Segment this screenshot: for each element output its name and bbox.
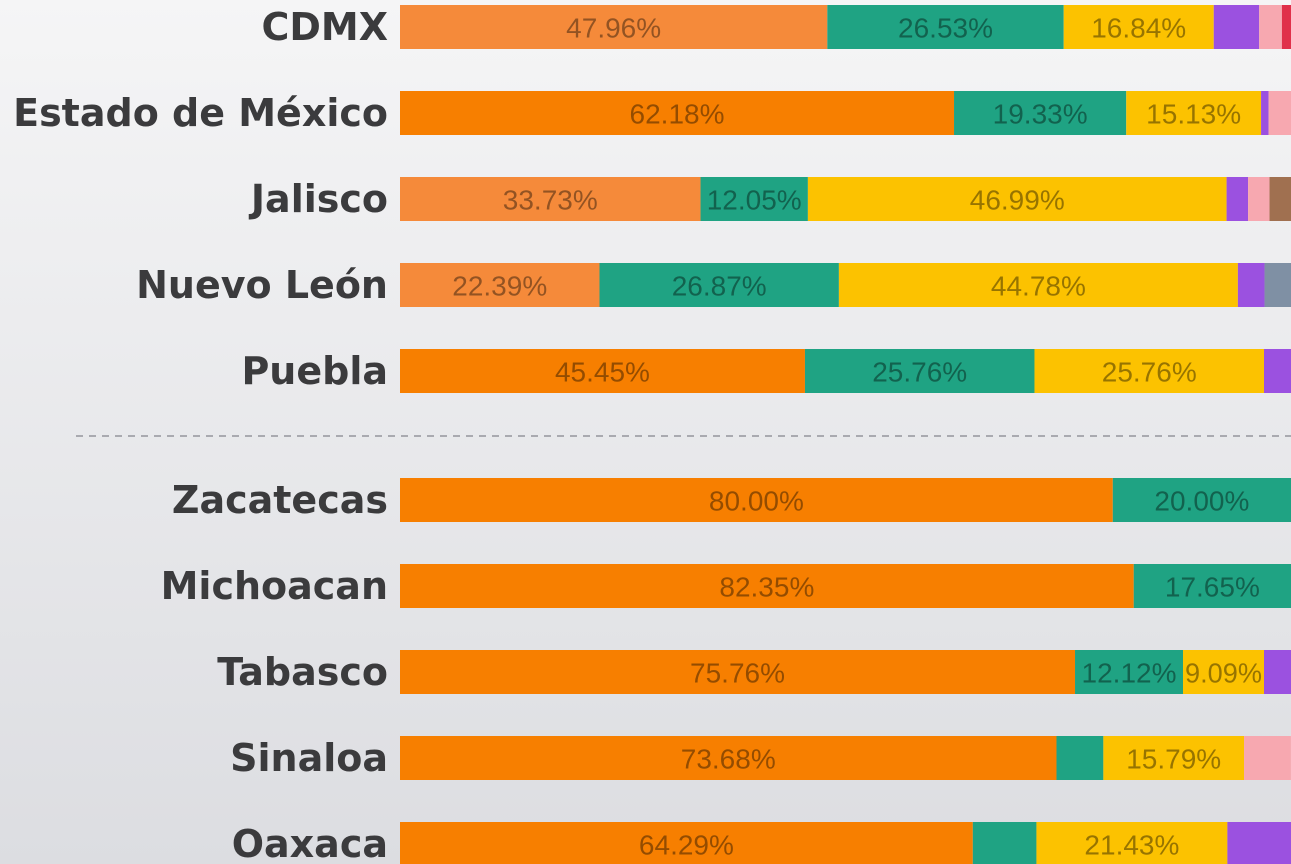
category-label: Oaxaca xyxy=(232,822,388,864)
value-label: 20.00% xyxy=(1154,486,1249,517)
bar-segment xyxy=(599,263,839,307)
bar-segment xyxy=(400,349,805,393)
bar-segment xyxy=(1183,650,1265,694)
bar-segment xyxy=(1112,478,1291,522)
value-label: 62.18% xyxy=(630,99,725,130)
category-label: Sinaloa xyxy=(230,736,388,780)
value-label: 73.68% xyxy=(681,744,776,775)
category-label: Michoacan xyxy=(161,564,388,608)
category-label: CDMX xyxy=(261,5,388,49)
value-label: 64.29% xyxy=(639,830,734,861)
bar-segment xyxy=(1268,91,1291,135)
value-label: 22.39% xyxy=(452,271,547,302)
category-label: Zacatecas xyxy=(172,478,388,522)
value-label: 47.96% xyxy=(566,13,661,44)
value-label: 82.35% xyxy=(719,572,814,603)
category-label: Estado de México xyxy=(13,91,388,135)
bar-segment xyxy=(1126,91,1262,135)
bar-segment xyxy=(1264,263,1291,307)
category-label: Nuevo León xyxy=(136,263,388,307)
value-label: 44.78% xyxy=(991,271,1086,302)
value-label: 45.45% xyxy=(555,357,650,388)
bar-segment xyxy=(400,263,600,307)
value-label: 12.12% xyxy=(1082,658,1177,689)
bar-segment xyxy=(400,650,1076,694)
value-label: 16.84% xyxy=(1091,13,1186,44)
bar-segment xyxy=(400,177,701,221)
value-label: 9.09% xyxy=(1185,658,1262,689)
bar-segment xyxy=(838,263,1238,307)
value-label: 46.99% xyxy=(970,185,1065,216)
bar-segment xyxy=(1056,736,1104,780)
bar-segment xyxy=(400,736,1057,780)
bar-segment xyxy=(400,478,1113,522)
value-label: 15.13% xyxy=(1146,99,1241,130)
bar-segment xyxy=(807,177,1227,221)
category-label: Jalisco xyxy=(248,177,388,221)
bar-segment xyxy=(1133,564,1291,608)
bar-segment xyxy=(1264,349,1291,393)
bar-segment xyxy=(1261,91,1269,135)
bar-segment xyxy=(1237,263,1265,307)
value-label: 25.76% xyxy=(872,357,967,388)
bar-segment xyxy=(400,564,1134,608)
value-label: 25.76% xyxy=(1102,357,1197,388)
bar-segment xyxy=(1226,177,1249,221)
bar-segment xyxy=(972,822,1037,864)
bar-segment xyxy=(1281,5,1291,49)
bar-segment xyxy=(1036,822,1228,864)
bar-segment xyxy=(1269,177,1291,221)
value-label: 75.76% xyxy=(690,658,785,689)
value-label: 12.05% xyxy=(707,185,802,216)
bar-segment xyxy=(1227,822,1291,864)
bar-segment xyxy=(827,5,1064,49)
value-label: 21.43% xyxy=(1084,830,1179,861)
bar-segment xyxy=(1063,5,1214,49)
value-label: 17.65% xyxy=(1165,572,1260,603)
bar-segment xyxy=(804,349,1035,393)
bar-segment xyxy=(1034,349,1265,393)
plot: CDMX 47.96% 26.53% 16.84% Estado de México 62… xyxy=(13,5,1291,864)
value-label: 26.53% xyxy=(898,13,993,44)
value-label: 15.79% xyxy=(1126,744,1221,775)
bar-segment xyxy=(700,177,808,221)
bar-segment xyxy=(1213,5,1260,49)
bar-segment xyxy=(400,5,828,49)
category-label: Puebla xyxy=(241,349,388,393)
bar-segment xyxy=(954,91,1127,135)
bar-segment xyxy=(400,91,955,135)
bar-segment xyxy=(1244,736,1291,780)
bar-segment xyxy=(1259,5,1282,49)
value-label: 26.87% xyxy=(672,271,767,302)
category-label: Tabasco xyxy=(217,650,388,694)
bar-segment xyxy=(1075,650,1184,694)
bar-segment xyxy=(400,822,973,864)
bar-segment xyxy=(1248,177,1270,221)
value-label: 19.33% xyxy=(993,99,1088,130)
value-label: 80.00% xyxy=(709,486,804,517)
bar-segment xyxy=(1264,650,1291,694)
bar-segment xyxy=(1103,736,1245,780)
value-label: 33.73% xyxy=(503,185,598,216)
